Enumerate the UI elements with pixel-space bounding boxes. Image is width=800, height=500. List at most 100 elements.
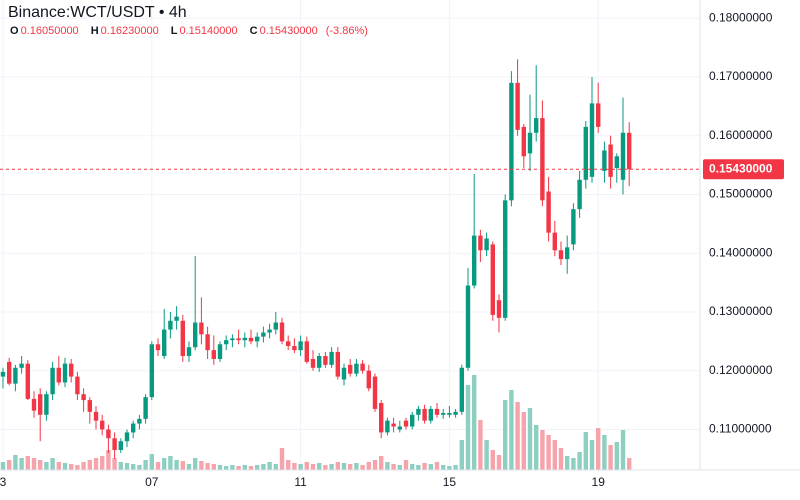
volume-bar <box>620 430 626 470</box>
candle-body <box>478 235 483 251</box>
candle-body <box>255 336 260 342</box>
volume-bar <box>534 425 539 470</box>
volume-bar <box>565 456 570 470</box>
candle-body <box>620 132 626 180</box>
candle-body <box>81 394 86 401</box>
candle-body <box>403 420 409 427</box>
candle-body <box>248 337 254 342</box>
candle-body <box>298 341 303 351</box>
candle-body <box>503 200 508 318</box>
candle-body <box>310 358 316 368</box>
y-tick-label: 0.12000000 <box>709 363 773 377</box>
candle-body <box>211 350 216 359</box>
volume-bar <box>143 460 148 470</box>
volume-bar <box>248 466 254 470</box>
candle-body <box>242 337 247 341</box>
volume-bar <box>323 465 328 470</box>
volume-bar <box>93 458 99 470</box>
legend-value: 0.16050000 <box>21 25 79 37</box>
candle-body <box>279 322 285 342</box>
legend-key: H <box>91 25 99 37</box>
candle-body <box>422 408 427 421</box>
legend-key: C <box>250 25 258 37</box>
volume-bar <box>242 465 247 470</box>
candle-body <box>217 344 223 359</box>
volume-bar <box>19 458 24 470</box>
candle-body <box>292 346 297 351</box>
candle-body <box>50 367 55 395</box>
volume-bar <box>168 456 173 470</box>
x-tick-label: 11 <box>294 475 307 489</box>
candle-body <box>577 179 582 210</box>
volume-bar <box>298 464 303 470</box>
candle-body <box>558 250 564 260</box>
last-price-label: 0.15430000 <box>709 161 773 175</box>
candle-body <box>521 126 526 157</box>
overlay: 0.15430000 <box>0 159 784 180</box>
legend-value: 0.15430000 <box>260 25 318 37</box>
volume-bar <box>447 466 452 470</box>
volume-bar <box>478 420 483 470</box>
candle-body <box>391 423 396 427</box>
legend-key: L <box>171 25 178 37</box>
volume-bar <box>366 462 371 470</box>
candle-body <box>608 144 613 177</box>
volume-bar <box>255 465 260 470</box>
volume-bar <box>180 461 185 470</box>
volume-bar <box>602 435 607 470</box>
volume-bar <box>509 390 514 470</box>
legend-value: 0.16230000 <box>101 25 159 37</box>
candle-body <box>354 363 359 374</box>
volume-bar <box>503 400 508 470</box>
volume-bar <box>261 464 266 470</box>
volume-bar <box>397 465 402 470</box>
volume-bar <box>38 460 43 470</box>
candle-body <box>230 338 235 341</box>
candle-body <box>335 351 340 377</box>
volume-bar <box>552 440 557 470</box>
volume-bar <box>484 440 489 470</box>
volume-bar <box>137 465 142 470</box>
candle-body <box>286 341 291 347</box>
candle-body <box>267 329 272 333</box>
candle-body <box>379 403 384 433</box>
candle-body <box>25 363 30 399</box>
candle-body <box>571 209 576 245</box>
volume-bar <box>521 412 526 470</box>
ohlc-legend: O 0.16050000 H 0.16230000 L 0.15140000 C 0.1543… <box>10 25 368 37</box>
volume-bar <box>292 463 297 470</box>
candle-body <box>496 300 502 318</box>
volume-bar <box>100 456 105 470</box>
candle-body <box>261 332 266 337</box>
candle-body <box>484 238 489 251</box>
candle-body <box>205 334 210 351</box>
candle-body <box>143 397 148 419</box>
candle-body <box>273 322 278 330</box>
volume-bar <box>410 464 415 470</box>
volume-bar <box>515 402 520 470</box>
candle-body <box>552 232 557 251</box>
volume-bar <box>13 455 18 470</box>
volume-bar <box>317 463 322 470</box>
volume-bar <box>459 440 464 470</box>
volume-bar <box>577 452 582 470</box>
volume-bar <box>112 458 117 470</box>
volume-bar <box>335 462 340 470</box>
volume-bar <box>286 460 291 470</box>
volume-bar <box>44 462 49 470</box>
volume-bar <box>118 462 123 470</box>
candle-body <box>304 341 309 362</box>
candle-body <box>509 82 514 201</box>
volume-bar <box>372 460 378 470</box>
volume-bar <box>527 408 533 470</box>
volume-bar <box>496 455 502 470</box>
candle-body <box>31 398 37 411</box>
volume-bar <box>50 458 55 470</box>
candles <box>0 59 632 459</box>
candle-body <box>627 132 632 170</box>
candle-body <box>614 156 619 169</box>
volume-bar <box>131 464 136 470</box>
volume-bar <box>546 435 551 470</box>
candle-body <box>106 429 111 439</box>
